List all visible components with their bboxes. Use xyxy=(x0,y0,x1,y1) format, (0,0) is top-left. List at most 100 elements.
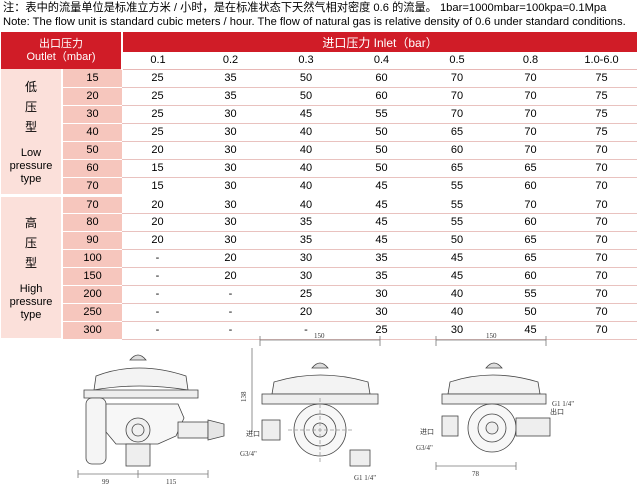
table-row: 40 25 30 40 50 65 70 75 xyxy=(1,123,638,142)
flow-value-cell: 70 xyxy=(419,87,496,106)
flow-value-cell: 25 xyxy=(122,123,194,142)
flow-value-cell: 70 xyxy=(495,123,567,142)
flow-value-cell: 60 xyxy=(344,87,420,106)
flow-value-cell: 40 xyxy=(268,141,345,160)
table-row: 100-20 30 35 45 65 70 xyxy=(1,249,638,268)
flow-value-cell: - xyxy=(122,303,194,322)
flow-value-cell: 65 xyxy=(495,249,567,268)
flow-value-cell: 20 xyxy=(122,213,194,232)
flow-value-cell: 70 xyxy=(495,87,567,106)
flow-value-cell: 70 xyxy=(495,193,567,214)
outlet-label-b: 出口 xyxy=(550,407,564,416)
flow-value-cell: 70 xyxy=(566,249,638,268)
flow-value-cell: 25 xyxy=(344,321,420,340)
flow-value-cell: 70 xyxy=(566,321,638,340)
outlet-pressure-cell: 70 xyxy=(62,193,123,214)
flow-value-cell: 55 xyxy=(344,105,420,124)
flow-value-cell: 45 xyxy=(419,249,496,268)
outlet-pressure-cell: 300 xyxy=(62,321,123,340)
flow-value-cell: 20 xyxy=(193,249,269,268)
flow-value-cell: 70 xyxy=(495,105,567,124)
low-pressure-label: 低压型 Low pressure type xyxy=(1,69,63,197)
flow-body: 低压型 Low pressure type 15 25 35 50 60 70 70 75 20 25 35… xyxy=(1,69,638,341)
flow-value-cell: - xyxy=(122,267,194,286)
outlet-pressure-cell: 15 xyxy=(62,69,123,88)
flow-value-cell: 15 xyxy=(122,159,194,178)
inlet-column-header: 0.3 xyxy=(268,52,345,70)
flow-value-cell: 30 xyxy=(419,321,496,340)
table-row: 60 15 30 40 50 65 65 70 xyxy=(1,159,638,178)
flow-value-cell: 55 xyxy=(419,193,496,214)
flow-value-cell: 30 xyxy=(344,303,420,322)
flow-value-cell: 30 xyxy=(193,193,269,214)
dim-150-b: 150 xyxy=(486,332,497,340)
dim-115: 115 xyxy=(166,478,177,486)
flow-value-cell: 60 xyxy=(344,69,420,88)
flow-value-cell: 45 xyxy=(344,193,420,214)
flow-value-cell: 70 xyxy=(419,105,496,124)
flow-value-cell: 35 xyxy=(344,249,420,268)
flow-value-cell: 60 xyxy=(495,267,567,286)
inlet-columns-row: 0.1 0.2 0.3 0.4 0.5 0.8 1.0-6.0 xyxy=(1,52,638,70)
flow-value-cell: 70 xyxy=(566,267,638,286)
flow-value-cell: 45 xyxy=(268,105,345,124)
flow-value-cell: 60 xyxy=(495,213,567,232)
flow-value-cell: 70 xyxy=(419,69,496,88)
type-label-en-line: High xyxy=(19,282,43,295)
type-label-en: High pressure type xyxy=(1,283,61,322)
outlet-pressure-cell: 70 xyxy=(62,177,123,196)
flow-value-cell: 25 xyxy=(268,285,345,304)
outlet-header: 出口压力 Outlet（mbar) xyxy=(1,32,124,69)
flow-value-cell: 50 xyxy=(268,69,345,88)
flow-value-cell: 30 xyxy=(193,123,269,142)
table-row: 50 20 30 40 50 60 70 70 xyxy=(1,141,638,160)
flow-value-cell: - xyxy=(122,249,194,268)
outlet-pressure-cell: 250 xyxy=(62,303,123,322)
flow-value-cell: 70 xyxy=(495,141,567,160)
thread-g34-a: G3/4" xyxy=(240,450,257,458)
flow-value-cell: 40 xyxy=(268,193,345,214)
high-pressure-label: 高压型 High pressure type xyxy=(1,193,63,341)
flow-value-cell: 20 xyxy=(122,141,194,160)
drawing-front-view: 150 138 进口 G3/4" G1 1/4" xyxy=(240,332,381,482)
notes: 注：表中的流量单位是标准立方米 / 小时，是在标准状态下天然气相对密度 0.6 … xyxy=(3,1,637,29)
flow-value-cell: 20 xyxy=(122,231,194,250)
flow-value-cell: 25 xyxy=(122,105,194,124)
flow-value-cell: 15 xyxy=(122,177,194,196)
table-row: 20 25 35 50 60 70 70 75 xyxy=(1,87,638,106)
flow-value-cell: - xyxy=(268,321,345,340)
table-row: 80 20 30 35 45 55 60 70 xyxy=(1,213,638,232)
flow-value-cell: - xyxy=(193,303,269,322)
flow-value-cell: 35 xyxy=(344,267,420,286)
table-row: 200- -25 30 40 55 70 xyxy=(1,285,638,304)
flow-value-cell: 50 xyxy=(344,141,420,160)
dim-78: 78 xyxy=(472,470,480,478)
flow-value-cell: 40 xyxy=(268,177,345,196)
outlet-pressure-cell: 20 xyxy=(62,87,123,106)
flow-value-cell: 70 xyxy=(495,69,567,88)
flow-value-cell: 30 xyxy=(193,231,269,250)
flow-value-cell: 30 xyxy=(344,285,420,304)
type-label-cn: 型 xyxy=(24,119,37,134)
type-label-en-line: Low xyxy=(20,146,42,159)
table-row: 250- -20 30 40 50 70 xyxy=(1,303,638,322)
table-row: 90 20 30 35 45 50 65 70 xyxy=(1,231,638,250)
flow-value-cell: 45 xyxy=(419,267,496,286)
thread-g114-a: G1 1/4" xyxy=(354,474,376,482)
type-label-cn: 高 xyxy=(24,215,37,230)
flow-value-cell: 35 xyxy=(193,87,269,106)
dim-138: 138 xyxy=(240,391,248,402)
outlet-pressure-cell: 100 xyxy=(62,249,123,268)
type-label-en: Low pressure type xyxy=(1,147,61,186)
inlet-label-b: 进口 xyxy=(420,428,434,436)
flow-value-cell: 20 xyxy=(193,267,269,286)
outlet-header-cn: 出口压力 xyxy=(39,37,83,50)
flow-value-cell: 70 xyxy=(566,177,638,196)
flow-value-cell: 65 xyxy=(419,123,496,142)
flow-value-cell: 75 xyxy=(566,69,638,88)
dim-99: 99 xyxy=(102,478,110,486)
flow-value-cell: 65 xyxy=(495,159,567,178)
outlet-pressure-cell: 30 xyxy=(62,105,123,124)
outlet-pressure-cell: 50 xyxy=(62,141,123,160)
table-row: 150-20 30 35 45 60 70 xyxy=(1,267,638,286)
